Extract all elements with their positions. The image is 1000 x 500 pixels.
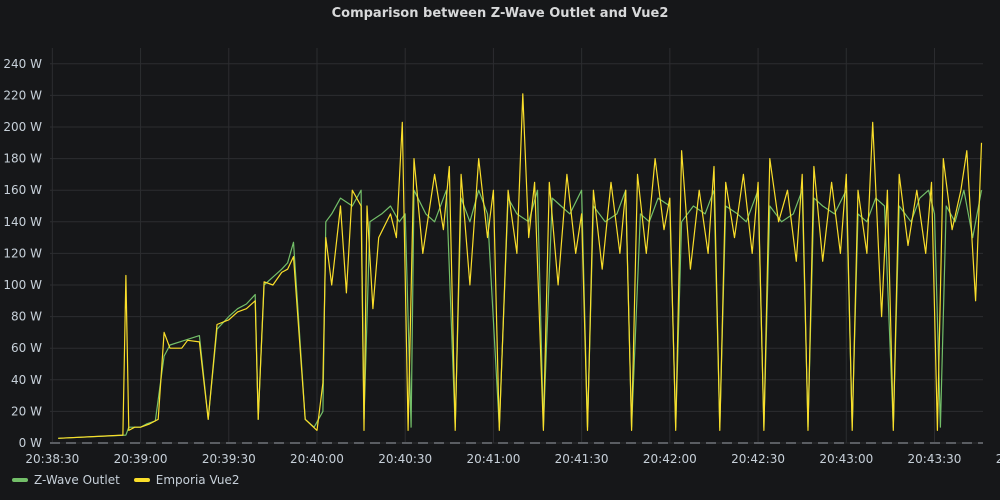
- x-tick-label: 20:43:00: [819, 452, 873, 466]
- y-tick-label: 240 W: [3, 57, 42, 71]
- legend-swatch: [12, 478, 28, 482]
- y-tick-label: 40 W: [11, 373, 42, 387]
- legend-swatch: [133, 478, 150, 482]
- x-tick-label: 20:39:30: [202, 452, 256, 466]
- series-line-zwave-outlet: [58, 189, 983, 439]
- y-tick-label: 100 W: [3, 278, 42, 292]
- x-tick-label: 20:43:30: [908, 452, 962, 466]
- legend-item-vue2[interactable]: Emporia Vue2: [133, 473, 240, 487]
- x-tick-label: 20:38:30: [25, 452, 79, 466]
- y-tick-label: 80 W: [11, 310, 42, 324]
- legend: Z-Wave Outlet Emporia Vue2: [12, 473, 239, 487]
- y-tick-label: 200 W: [3, 120, 42, 134]
- x-tick-label: 20:40:30: [378, 452, 432, 466]
- y-tick-label: 140 W: [3, 215, 42, 229]
- x-tick-label: 20:40:00: [290, 452, 344, 466]
- legend-item-zwave[interactable]: Z-Wave Outlet: [12, 473, 120, 487]
- series-line-emporia-vue2: [58, 93, 983, 439]
- x-tick-label: 20:42:00: [643, 452, 697, 466]
- legend-label: Emporia Vue2: [155, 473, 240, 487]
- x-tick-label: 20:41:30: [555, 452, 609, 466]
- x-tick-label: 20:44:00: [996, 452, 1000, 466]
- y-tick-label: 220 W: [3, 88, 42, 102]
- y-tick-label: 160 W: [3, 183, 42, 197]
- x-tick-label: 20:42:30: [731, 452, 785, 466]
- y-tick-label: 0 W: [19, 436, 42, 450]
- y-tick-label: 20 W: [11, 404, 42, 418]
- legend-label: Z-Wave Outlet: [34, 473, 120, 487]
- y-tick-label: 180 W: [3, 152, 42, 166]
- chart-title: Comparison between Z-Wave Outlet and Vue…: [331, 6, 669, 21]
- y-tick-label: 120 W: [3, 246, 42, 260]
- x-tick-label: 20:41:00: [466, 452, 520, 466]
- y-tick-label: 60 W: [11, 341, 42, 355]
- x-tick-label: 20:39:00: [114, 452, 168, 466]
